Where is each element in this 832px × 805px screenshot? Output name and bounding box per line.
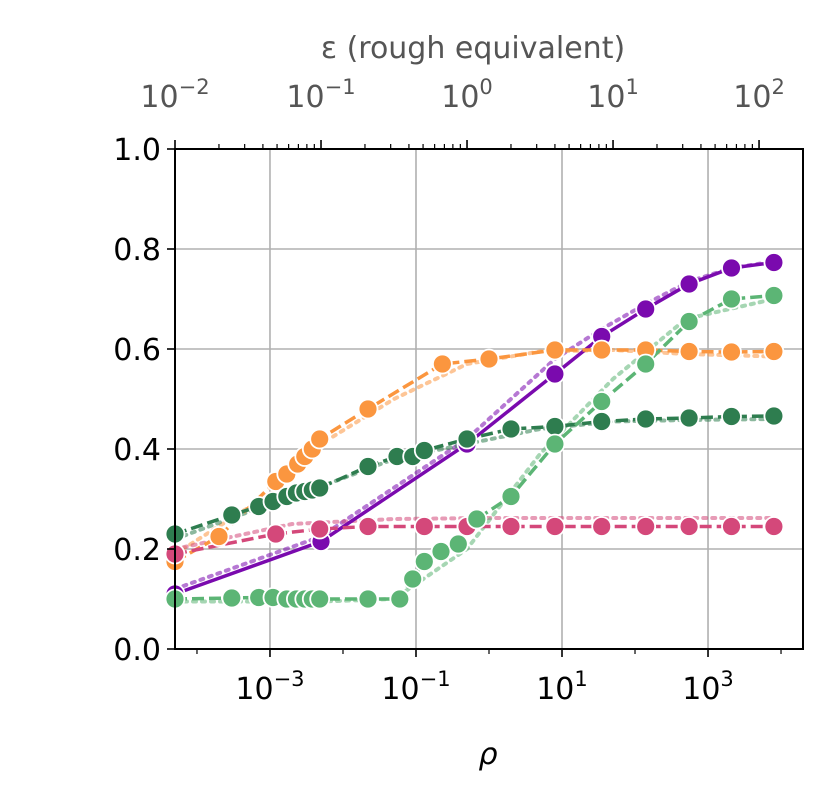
series-0-point <box>763 252 785 273</box>
series-1-point <box>478 348 500 370</box>
series-3-point <box>500 516 522 537</box>
series-1-point <box>357 398 379 420</box>
top-tick-label: 102 <box>733 75 785 115</box>
series-0-point <box>721 257 742 279</box>
x-tick-label: 10−3 <box>235 667 304 707</box>
series-3-point <box>678 516 700 537</box>
series-0-point <box>635 298 657 320</box>
series-0-point <box>678 273 700 295</box>
series-3-point <box>591 516 613 537</box>
series-3-point <box>265 523 287 545</box>
x-axis-ticks: 10−3 10−1 101 103 <box>196 649 782 707</box>
series-3-point <box>309 518 331 540</box>
series-2-point <box>721 406 742 427</box>
top-tick-label: 10−2 <box>140 75 209 115</box>
series-3-point <box>635 516 657 537</box>
series-2-point <box>544 416 566 437</box>
series-1-point <box>591 339 613 361</box>
series-2-point <box>500 418 522 440</box>
series-markers <box>164 252 785 610</box>
series-4-point <box>430 541 452 562</box>
series-4-point <box>413 551 435 572</box>
series-2-point <box>635 408 657 430</box>
series-3-point <box>413 516 435 537</box>
series-4-point <box>591 391 613 412</box>
series-4-point <box>544 433 566 455</box>
series-1-point <box>763 341 785 362</box>
y-tick-label: 0.2 <box>113 533 161 568</box>
y-tick-label: 0.0 <box>113 633 161 668</box>
series-2-point <box>678 407 700 429</box>
series-4-point <box>402 568 424 590</box>
series-4-point <box>221 587 243 609</box>
x-tick-label: 10−1 <box>381 667 450 707</box>
x-tick-label: 103 <box>682 667 734 707</box>
series-4-point <box>447 533 469 555</box>
y-tick-label: 0.8 <box>113 233 161 268</box>
series-4-point <box>309 588 331 610</box>
top-tick-label: 10−1 <box>286 75 355 115</box>
series-3-point <box>721 516 742 537</box>
series-4-point <box>678 311 700 332</box>
series-1-point <box>208 526 230 547</box>
series-2-point <box>763 405 785 427</box>
series-2-point <box>413 440 435 461</box>
series-1-point <box>309 428 331 450</box>
y-tick-label: 0.6 <box>113 333 161 368</box>
series-1-point <box>678 341 700 362</box>
y-tick-label: 1.0 <box>113 133 161 168</box>
top-tick-label: 100 <box>441 75 493 115</box>
top-tick-label: 101 <box>587 75 639 115</box>
x-axis-title: ρ <box>478 737 497 772</box>
series-4-point <box>635 353 657 375</box>
series-4-point <box>357 588 379 610</box>
y-axis-ticks: 0.0 0.2 0.4 0.6 0.8 1.0 <box>113 133 175 668</box>
plot-background <box>175 149 803 649</box>
series-2-point <box>591 411 613 432</box>
series-0-point <box>544 363 566 385</box>
series-3-point <box>763 516 785 537</box>
series-1-point <box>721 341 742 363</box>
series-4-point <box>389 588 411 610</box>
series-2-point <box>221 504 243 526</box>
top-axis-ticks: 10−2 10−1 100 101 102 <box>140 75 785 149</box>
series-2-point <box>456 428 478 450</box>
series-4-point <box>763 285 785 306</box>
series-4-point <box>721 288 742 310</box>
x-tick-label: 101 <box>536 667 588 707</box>
series-3-point <box>357 516 379 537</box>
series-3-point <box>544 516 566 537</box>
series-2-point <box>357 456 379 477</box>
y-tick-label: 0.4 <box>113 433 161 468</box>
series-1-point <box>544 339 566 361</box>
series-1-point <box>431 353 453 375</box>
series-2-point <box>309 477 331 499</box>
series-4-point <box>466 508 488 530</box>
series-4-point <box>500 486 522 507</box>
top-axis-title: ε (rough equivalent) <box>321 31 625 66</box>
